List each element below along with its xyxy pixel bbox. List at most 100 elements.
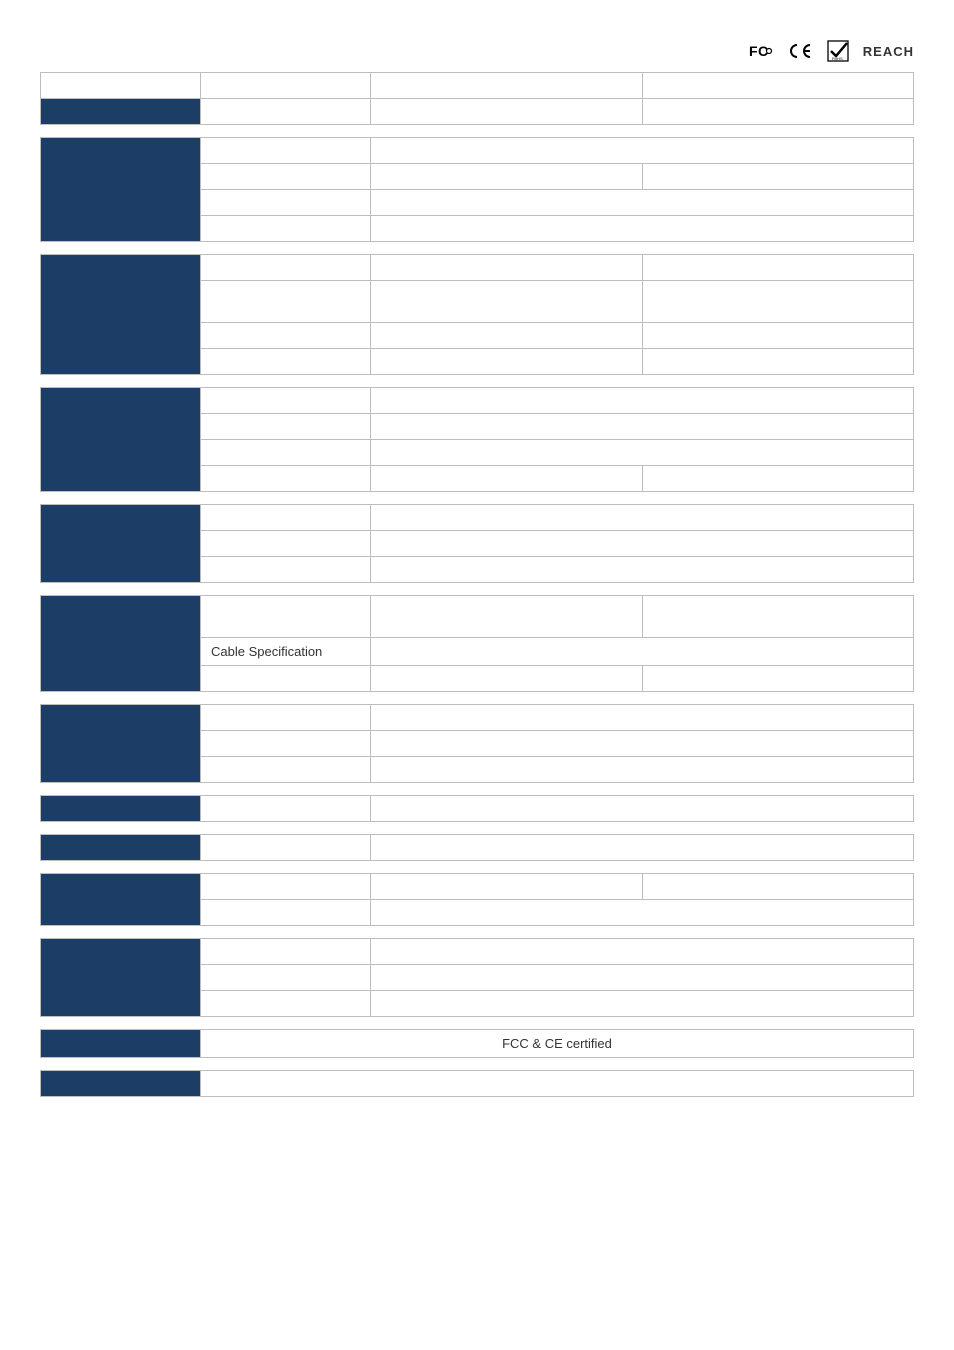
cell (201, 965, 371, 991)
cell (201, 190, 371, 216)
cell (371, 666, 643, 692)
cell (201, 666, 371, 692)
certification-badges: FC RoHS REACH (40, 40, 914, 62)
section-header (41, 138, 201, 242)
section-header (41, 1071, 201, 1097)
cell (371, 991, 914, 1017)
cell (371, 255, 643, 281)
cell (201, 164, 371, 190)
section-header (41, 596, 201, 692)
cell (201, 1071, 914, 1097)
cell (643, 281, 914, 323)
cell (201, 731, 371, 757)
cell (201, 349, 371, 375)
ce-icon (787, 42, 813, 60)
cell (643, 349, 914, 375)
cell (371, 99, 643, 125)
cell (201, 596, 371, 638)
cell (201, 73, 371, 99)
cell (201, 757, 371, 783)
cell (371, 164, 643, 190)
cell (371, 731, 914, 757)
cell (201, 255, 371, 281)
section-header (41, 874, 201, 926)
cell (371, 796, 914, 822)
cell (371, 323, 643, 349)
cell (201, 796, 371, 822)
cell (201, 531, 371, 557)
section-header (41, 796, 201, 822)
cell (643, 255, 914, 281)
cell (643, 164, 914, 190)
cell (201, 557, 371, 583)
cell (371, 835, 914, 861)
svg-text:RoHS: RoHS (832, 56, 843, 61)
cell (371, 388, 914, 414)
section-header (41, 1030, 201, 1058)
fc-icon: FC (749, 42, 773, 60)
cell (371, 505, 914, 531)
cell (371, 216, 914, 242)
cell (371, 965, 914, 991)
spec-block-b (40, 254, 914, 375)
cell (371, 73, 643, 99)
last-table (40, 1070, 914, 1097)
section-header (41, 255, 201, 375)
cell (201, 323, 371, 349)
spec-block-e: Cable Specification (40, 595, 914, 692)
cell (371, 414, 914, 440)
cell (371, 440, 914, 466)
cell (371, 138, 914, 164)
cell (201, 281, 371, 323)
spec-block-i (40, 873, 914, 926)
cell (201, 466, 371, 492)
cell (201, 440, 371, 466)
cell (643, 596, 914, 638)
model-table (40, 72, 914, 125)
cell (201, 991, 371, 1017)
feature-header (41, 99, 201, 125)
spec-block-h (40, 834, 914, 861)
spec-block-g (40, 795, 914, 822)
cell (643, 99, 914, 125)
cell (371, 190, 914, 216)
fcc-ce-cell: FCC & CE certified (201, 1030, 914, 1058)
section-header (41, 835, 201, 861)
rohs-check-icon: RoHS (827, 40, 849, 62)
cell (201, 835, 371, 861)
section-header (41, 388, 201, 492)
cell (371, 939, 914, 965)
cell (371, 705, 914, 731)
cell (201, 138, 371, 164)
cell (201, 216, 371, 242)
cell (371, 596, 643, 638)
cell (201, 414, 371, 440)
section-header (41, 505, 201, 583)
section-header (41, 705, 201, 783)
spec-block-f (40, 704, 914, 783)
cell (371, 874, 643, 900)
cell (201, 505, 371, 531)
cell (371, 349, 643, 375)
cell (371, 466, 643, 492)
cell (201, 99, 371, 125)
cell (41, 73, 201, 99)
spec-block-a (40, 137, 914, 242)
svg-text:F: F (749, 43, 758, 59)
cell (371, 638, 914, 666)
cell (371, 531, 914, 557)
cell (371, 557, 914, 583)
cell (643, 466, 914, 492)
cell (201, 388, 371, 414)
spec-block-d (40, 504, 914, 583)
section-header (41, 939, 201, 1017)
cell (643, 874, 914, 900)
cable-spec-label: Cable Specification (201, 638, 371, 666)
cell (201, 705, 371, 731)
reach-label: REACH (863, 44, 914, 59)
cell (643, 323, 914, 349)
regulation-table: FCC & CE certified (40, 1029, 914, 1058)
cell (371, 281, 643, 323)
cell (371, 900, 914, 926)
cell (201, 900, 371, 926)
